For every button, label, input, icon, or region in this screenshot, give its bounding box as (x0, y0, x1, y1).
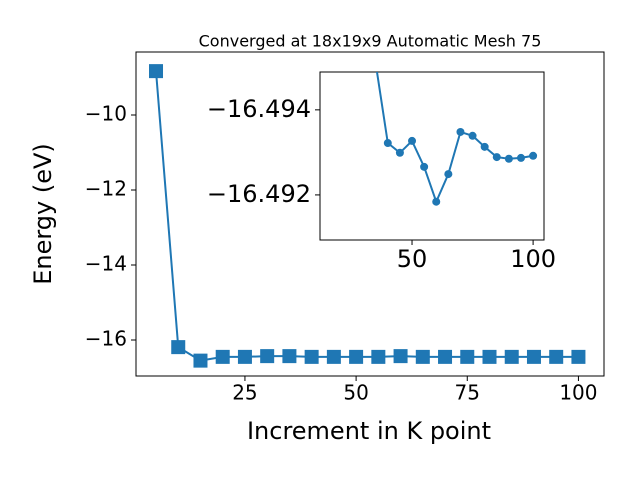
data-point (571, 349, 586, 364)
data-point (438, 349, 453, 364)
data-point (460, 349, 475, 364)
x-tick-label: 100 (510, 245, 556, 273)
data-point (149, 64, 164, 79)
data-point (393, 349, 408, 364)
data-point (304, 349, 319, 364)
data-point (383, 139, 392, 148)
data-point (349, 349, 364, 364)
plot-area (375, 72, 538, 206)
x-axis-label: Increment in K point (247, 417, 491, 445)
data-point (432, 197, 441, 206)
data-point (480, 142, 489, 151)
data-point (529, 151, 538, 160)
data-point (395, 148, 404, 157)
y-tick-label: −16 (85, 327, 127, 351)
y-axis-label: Energy (eV) (29, 143, 57, 285)
data-point (492, 153, 501, 162)
data-point (482, 349, 497, 364)
chart-title: Converged at 18x19x9 Automatic Mesh 75 (199, 32, 542, 51)
x-tick-label: 75 (455, 381, 480, 405)
data-point (237, 349, 252, 364)
data-point (468, 131, 477, 140)
data-point (408, 136, 417, 145)
data-point (504, 349, 519, 364)
y-tick-label: −14 (85, 252, 127, 276)
data-point (415, 349, 430, 364)
x-tick-label: 25 (232, 381, 257, 405)
data-point (171, 340, 186, 355)
data-point (504, 154, 513, 163)
x-tick-label: 100 (559, 381, 597, 405)
data-point (444, 170, 453, 179)
x-tick-label: 50 (343, 381, 368, 405)
data-point (526, 349, 541, 364)
y-tick-label: −16.492 (207, 180, 311, 208)
data-point (549, 349, 564, 364)
data-point (215, 349, 230, 364)
data-point (260, 349, 275, 364)
data-point (193, 353, 208, 368)
y-tick-label: −10 (85, 102, 127, 126)
data-point (326, 349, 341, 364)
plot-area (149, 64, 586, 368)
data-point (456, 127, 465, 136)
data-point (282, 349, 297, 364)
y-tick-label: −12 (85, 177, 127, 201)
x-tick-label: 50 (397, 245, 428, 273)
data-point (371, 349, 386, 364)
data-point (420, 162, 429, 171)
data-point (516, 153, 525, 162)
y-tick-label: −16.494 (207, 95, 311, 123)
